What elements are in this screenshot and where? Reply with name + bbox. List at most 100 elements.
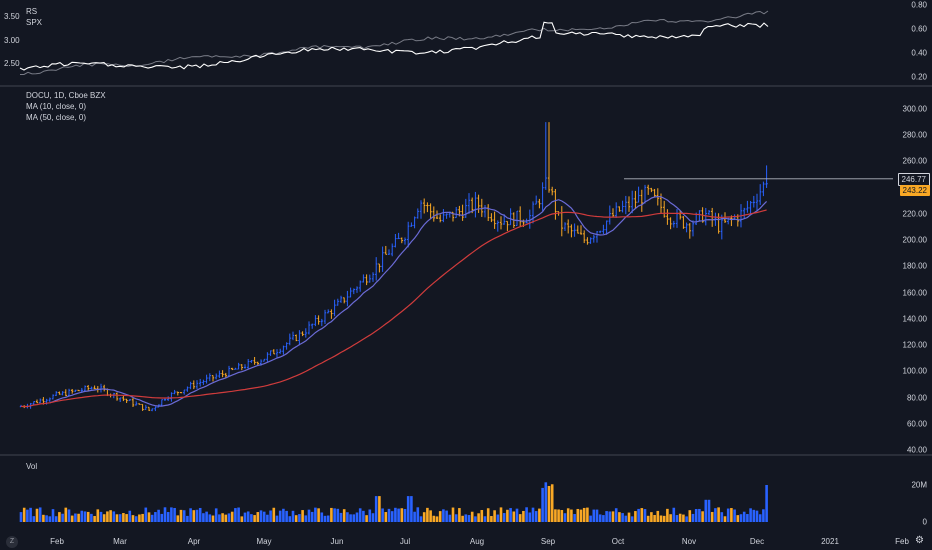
- zoom-button[interactable]: Z: [6, 536, 18, 548]
- volume-bar: [755, 510, 759, 522]
- volume-bar: [198, 507, 202, 522]
- volume-bar: [621, 513, 624, 522]
- rs-right-axis[interactable]: 0.80 0.60 0.40 0.20: [892, 0, 932, 86]
- volume-bar: [118, 514, 122, 522]
- volume-bar: [704, 499, 708, 522]
- volume-bar: [461, 515, 464, 522]
- volume-bar: [742, 511, 746, 522]
- volume-bar: [237, 507, 240, 522]
- volume-bar: [346, 512, 349, 522]
- volume-bar: [234, 508, 237, 522]
- volume-bar: [86, 511, 90, 522]
- volume-bar: [506, 509, 509, 522]
- volume-bar: [541, 487, 544, 522]
- volume-bar: [259, 510, 263, 522]
- volume-bar: [138, 514, 141, 522]
- volume-bar: [618, 512, 621, 522]
- volume-bar: [566, 508, 570, 522]
- rs-legend-spx: SPX: [26, 18, 43, 27]
- time-label: Nov: [681, 537, 697, 546]
- volume-bar: [451, 507, 455, 522]
- volume-bar: [301, 510, 304, 522]
- volume-bar: [195, 509, 199, 522]
- volume-bar: [278, 510, 282, 522]
- volume-bar: [362, 510, 365, 522]
- volume-bar: [726, 508, 730, 522]
- volume-bar: [390, 511, 394, 522]
- volume-bar: [285, 510, 288, 522]
- volume-bar: [595, 509, 599, 522]
- volume-bar: [445, 510, 448, 522]
- volume-bar: [240, 516, 244, 522]
- volume-bar: [448, 514, 452, 522]
- volume-bar: [752, 509, 756, 522]
- volume-bar: [611, 511, 615, 522]
- volume-bar: [77, 513, 80, 522]
- volume-bar: [349, 514, 352, 522]
- volume-bar: [678, 513, 682, 522]
- rs-pane[interactable]: RS SPX 3.50 3.00 2.50 0.80 0.60 0.40 0.2…: [0, 0, 932, 86]
- pane-divider[interactable]: [0, 454, 932, 456]
- price-tick: 100.00: [902, 366, 927, 376]
- volume-bar: [355, 512, 359, 522]
- time-axis[interactable]: Feb Mar Apr May Jun Jul Aug Sep Oct Nov Dec 2021 Feb: [0, 530, 932, 550]
- volume-bar: [554, 509, 557, 522]
- volume-bar: [298, 514, 301, 522]
- rs-line: [19, 21, 769, 71]
- volume-bar: [173, 507, 176, 522]
- volume-bar: [230, 511, 234, 522]
- rs-left-tick: 2.50: [4, 59, 20, 68]
- volume-bar: [304, 515, 308, 522]
- ma50-legend[interactable]: MA (50, close, 0): [26, 113, 87, 122]
- gear-icon[interactable]: ⚙: [915, 535, 924, 546]
- price-tick: 200.00: [902, 235, 927, 245]
- chart-canvas[interactable]: [0, 0, 932, 530]
- volume-bar: [256, 512, 260, 522]
- rs-legend-rs: RS: [26, 7, 38, 16]
- volume-bar: [557, 509, 560, 522]
- ma10-legend[interactable]: MA (10, close, 0): [26, 102, 87, 111]
- volume-bar: [102, 514, 106, 522]
- volume-bar: [99, 511, 103, 522]
- symbol-title[interactable]: DOCU, 1D, Cboe BZX: [26, 91, 106, 100]
- volume-bar: [458, 508, 461, 522]
- volume-bar: [179, 509, 183, 522]
- price-tick: 300.00: [902, 104, 927, 114]
- volume-bar: [221, 513, 224, 522]
- volume-bar: [637, 508, 640, 522]
- volume-bar: [170, 507, 173, 522]
- volume-bar: [166, 512, 170, 522]
- volume-legend: Vol: [26, 462, 38, 471]
- volume-bar: [186, 515, 189, 522]
- volume-bar: [723, 516, 727, 522]
- volume-axis[interactable]: 20M 0: [892, 456, 932, 530]
- pane-divider[interactable]: [0, 85, 932, 87]
- volume-bar: [522, 510, 525, 522]
- volume-bar: [435, 516, 439, 522]
- volume-bar: [627, 512, 631, 522]
- volume-bar: [317, 508, 320, 522]
- volume-bar: [320, 512, 324, 522]
- volume-bar: [29, 507, 32, 522]
- volume-bar: [19, 512, 23, 522]
- time-label: Oct: [611, 537, 625, 546]
- volume-bar: [314, 507, 317, 522]
- volume-bar: [330, 507, 333, 522]
- price-pane[interactable]: DOCU, 1D, Cboe BZX MA (10, close, 0) MA …: [0, 87, 932, 455]
- volume-bar: [672, 507, 676, 522]
- time-label: Jul: [399, 537, 411, 546]
- volume-bar: [134, 516, 138, 522]
- volume-bar: [51, 509, 55, 522]
- volume-bar: [109, 510, 112, 522]
- volume-bar: [378, 496, 381, 522]
- volume-bar: [442, 509, 445, 522]
- volume-bar: [512, 511, 516, 522]
- volume-bar: [483, 516, 487, 522]
- volume-bar: [717, 507, 720, 522]
- volume-bar: [499, 507, 503, 522]
- volume-bar: [333, 508, 336, 522]
- volume-bar: [669, 514, 672, 522]
- volume-bar: [122, 513, 125, 522]
- volume-bar: [765, 485, 768, 522]
- volume-bar: [150, 514, 154, 522]
